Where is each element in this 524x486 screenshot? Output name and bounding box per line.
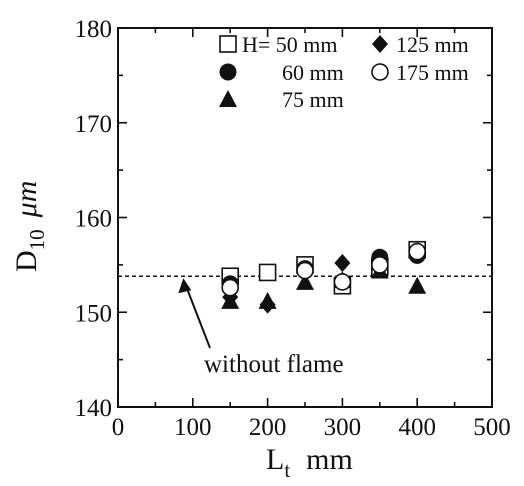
legend-marker [372,35,388,53]
y-tick-label-150: 150 [75,300,113,327]
x-tick-label-300: 300 [324,414,362,441]
legend-label: 175 mm [396,60,469,85]
x-tick-label-100: 100 [174,414,212,441]
series-2 [221,261,427,309]
legend-label: H= 50 mm [242,32,338,57]
data-point [296,261,314,280]
legend-marker [219,63,237,81]
legend-entry-0: H= 50 mm [219,32,338,57]
x-axis-label-unit: mm [306,443,353,476]
data-point [408,276,427,294]
data-point [259,295,276,314]
data-point [370,256,389,274]
svg-text:D10μm: D10 μm [10,181,49,272]
y-tick-label-180: 180 [75,16,113,43]
x-tick-label-500: 500 [473,414,511,441]
y-tick-label-170: 170 [75,111,113,138]
y-axis-label: D10 μm [10,181,49,272]
legend-marker [219,90,237,107]
data-point [258,263,277,282]
x-axis-label-sub: t [284,458,290,482]
y-axis-label-sub: 10 [25,229,49,250]
y-tick-label-140: 140 [75,395,113,422]
legend-entry-3: 125 mm [372,32,469,57]
data-point [221,278,239,297]
data-point [333,273,352,291]
x-tick-label-400: 400 [398,414,436,441]
x-tick-label-0: 0 [112,414,125,441]
legend-label: 75 mm [282,87,344,112]
legend-label: 60 mm [282,60,344,85]
data-point [334,253,351,272]
legend-marker [219,35,237,53]
x-tick-label-200: 200 [249,414,287,441]
annotation-label: without flame [204,351,344,378]
legend-entry-4: 175 mm [371,60,469,85]
series-0 [221,240,427,295]
series-3 [222,246,426,314]
legend-entry-2: 75 mm [219,87,344,112]
y-tick-label-160: 160 [75,206,113,233]
y-axis-label-unit: μm [10,181,43,219]
data-point [296,272,314,290]
annotation-arrow [178,278,211,349]
x-axis-label: Lt mm [266,443,353,482]
data-point [408,242,427,261]
legend-entry-1: 60 mm [219,60,344,85]
series-4 [221,242,427,297]
legend-marker [371,63,389,81]
x-axis-label-main: L [266,443,284,476]
series-1 [221,246,426,293]
y-axis-label-main: D [10,250,43,272]
legend-label: 125 mm [396,32,469,57]
